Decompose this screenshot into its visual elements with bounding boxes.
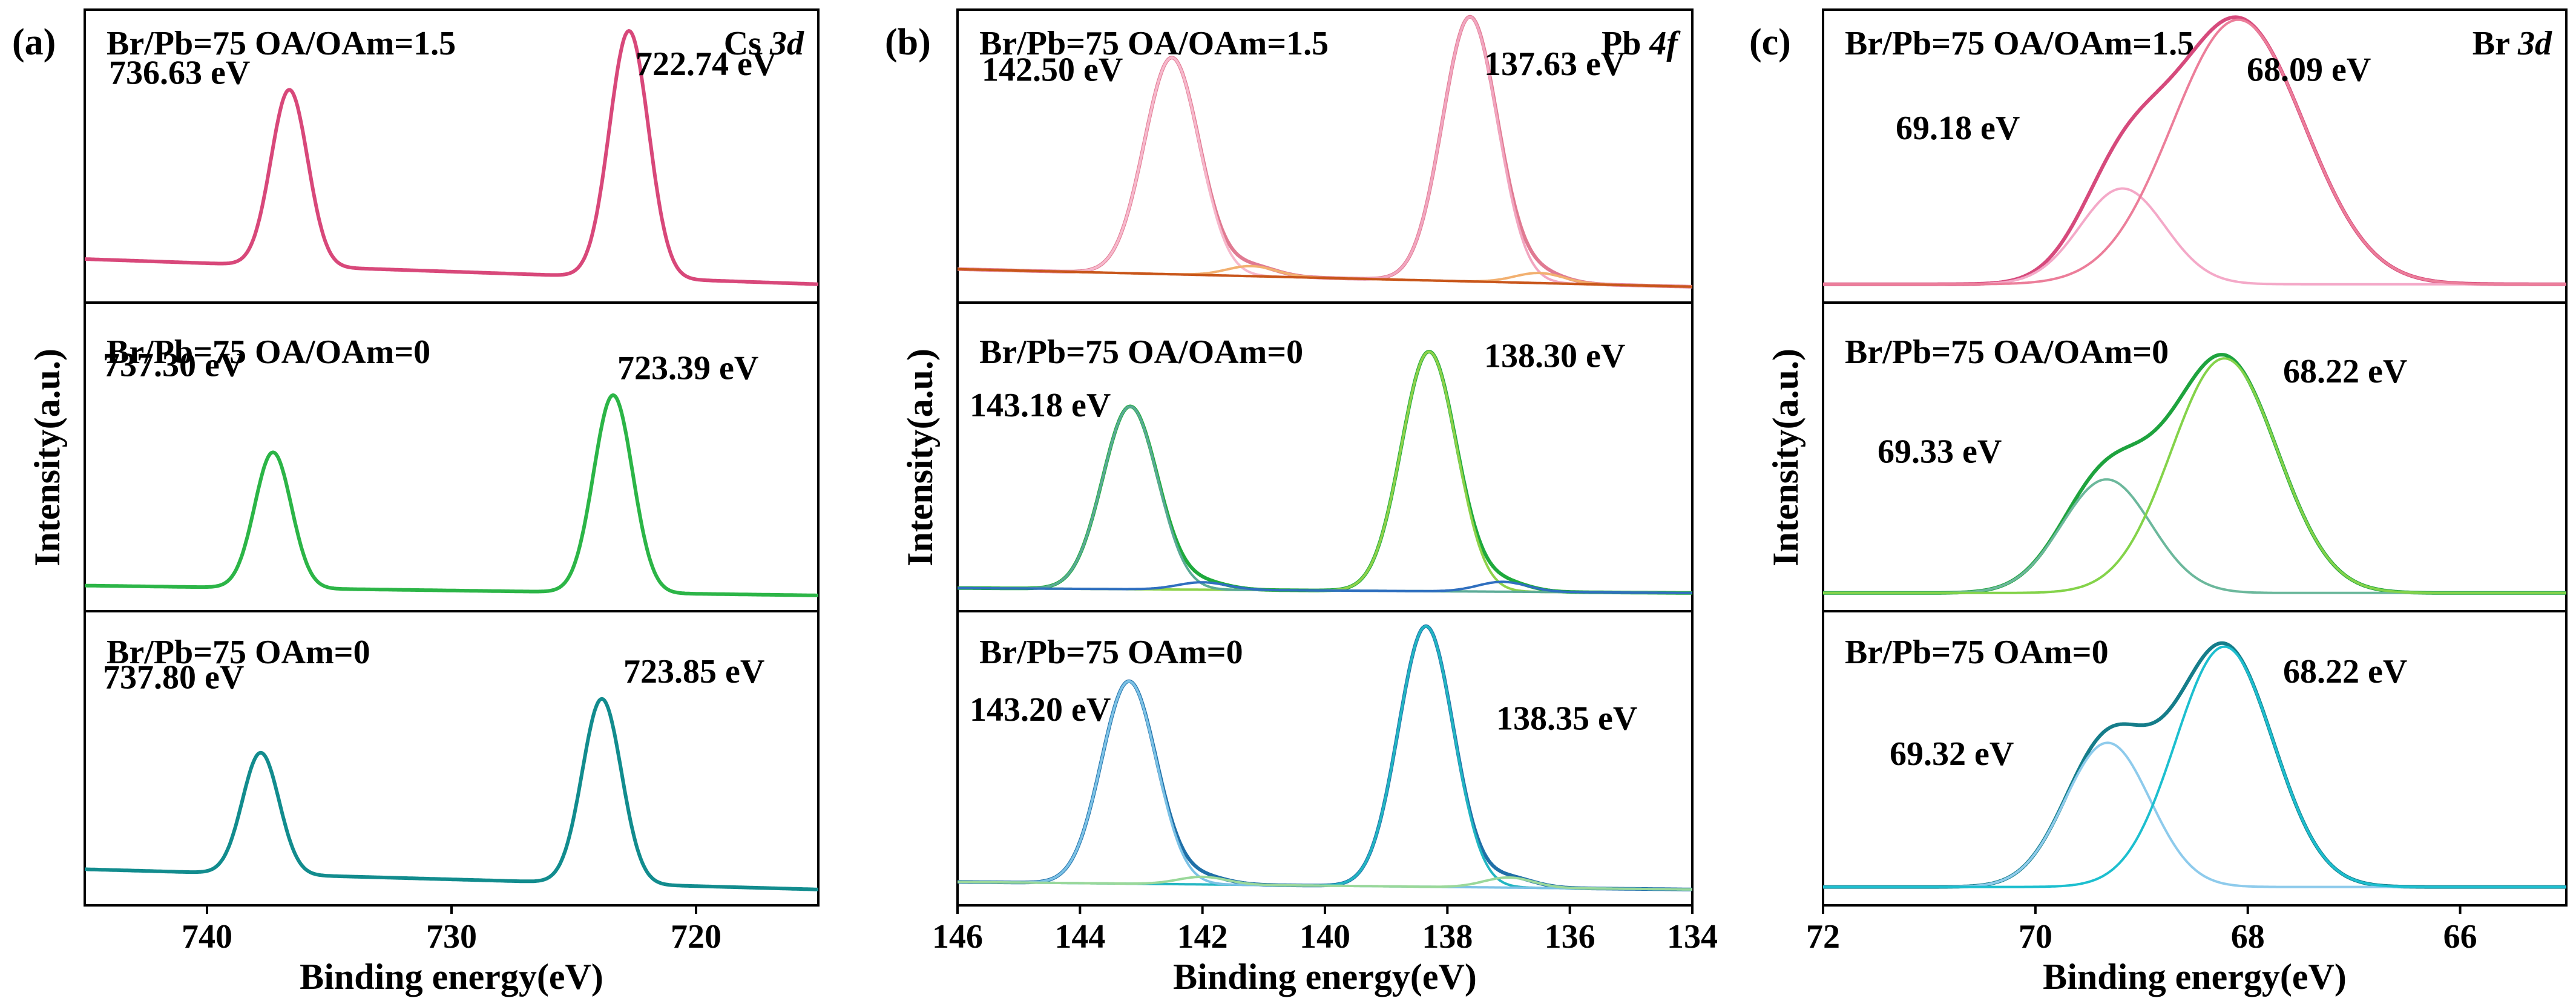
peak-label: 69.18 eV — [1896, 110, 2020, 147]
row-title: Br/Pb=75 OA/OAm=1.5 — [107, 25, 456, 62]
core-level-label: Br 3d — [2472, 25, 2552, 62]
row-title: Br/Pb=75 OA/OAm=0 — [107, 333, 430, 371]
row-title: Br/Pb=75 OA/OAm=1.5 — [979, 25, 1329, 62]
peak-label: 69.33 eV — [1878, 433, 2002, 470]
panel-label: (b) — [885, 22, 931, 63]
row-title: Br/Pb=75 OA/OAm=0 — [1845, 333, 2169, 371]
peak-label: 138.35 eV — [1496, 700, 1637, 738]
row-3: Br/Pb=75 OAm=0 143.20 eV 138.35 eV — [957, 624, 1693, 891]
peak-label: 737.80 eV — [103, 658, 244, 696]
x-tick-label: 730 — [426, 918, 477, 956]
y-axis-label: Intensity(a.u.) — [900, 349, 940, 566]
row-3: Br/Pb=75 OAm=0 69.32 eV 68.22 eV — [1822, 634, 2567, 889]
row-title: Br/Pb=75 OAm=0 — [979, 634, 1243, 671]
peak-label: 138.30 eV — [1484, 337, 1625, 375]
peak-label: 69.32 eV — [1890, 735, 2014, 773]
peak-label: 142.50 eV — [982, 51, 1123, 88]
peak-label: 723.39 eV — [617, 350, 758, 387]
x-axis-label: Binding energy(eV) — [2043, 957, 2347, 997]
peak-label: 68.09 eV — [2247, 51, 2371, 88]
panel-label: (a) — [12, 22, 56, 63]
peak-label: 736.63 eV — [109, 54, 250, 91]
peak-label: 143.20 eV — [970, 691, 1111, 729]
row-title: Br/Pb=75 OAm=0 — [107, 634, 370, 671]
series-br-3d5-2-component — [1823, 645, 2566, 888]
row-1: Br/Pb=75 OA/OAm=1.5 69.18 eV 68.09 eV — [1822, 15, 2567, 286]
peak-label: 68.22 eV — [2283, 653, 2407, 690]
x-tick-label: 72 — [1806, 918, 1840, 956]
x-tick-label: 136 — [1545, 918, 1595, 956]
series-minor-component — [958, 875, 1692, 891]
peak-label: 722.74 eV — [636, 45, 777, 83]
core-level-element: Pb — [1602, 25, 1641, 62]
x-axis-label: Binding energy(eV) — [1173, 957, 1477, 997]
core-level-orbital: 3d — [769, 25, 804, 62]
peak-label: 68.22 eV — [2283, 353, 2407, 390]
peak-label: 137.63 eV — [1484, 45, 1625, 83]
series-experimental — [84, 393, 819, 597]
panel-b: (b) Intensity(a.u.) 146 144 142 140 138 136 134 B… — [885, 8, 1718, 997]
panel-frame — [1822, 8, 2568, 907]
x-tick-label: 70 — [2019, 918, 2052, 956]
x-tick-label: 740 — [182, 918, 232, 956]
x-tick-label: 144 — [1054, 918, 1105, 956]
row-title: Br/Pb=75 OA/OAm=0 — [979, 333, 1303, 371]
panel-c: (c) Intensity(a.u.) 72 70 68 66 Binding energy… — [1749, 8, 2568, 997]
y-axis-label: Intensity(a.u.) — [27, 349, 67, 566]
x-tick-label: 142 — [1177, 918, 1228, 956]
x-tick-label: 68 — [2231, 918, 2265, 956]
series-experimental — [84, 29, 819, 286]
series-br-3d5-2-component — [1823, 18, 2566, 286]
core-level-label: Cs 3d — [724, 25, 804, 62]
core-level-element: Br — [2472, 25, 2509, 62]
series-br-3d5-2-component — [1823, 357, 2566, 594]
core-level-label: Pb 4f — [1602, 25, 1681, 62]
x-tick-label: 720 — [671, 918, 721, 956]
row-title: Br/Pb=75 OA/OAm=1.5 — [1845, 25, 2194, 62]
core-level-orbital: 4f — [1649, 25, 1681, 62]
core-level-orbital: 3d — [2517, 25, 2552, 62]
x-tick-label: 134 — [1667, 918, 1718, 956]
panel-a: (a) Intensity(a.u.) 740 730 720 Binding energ… — [12, 8, 820, 997]
series-minor-component — [958, 580, 1692, 594]
peak-label: 723.85 eV — [623, 653, 764, 690]
x-tick-label: 138 — [1422, 918, 1473, 956]
x-axis-label: Binding energy(eV) — [300, 957, 603, 997]
peak-label: 737.30 eV — [103, 347, 244, 384]
row-2: Br/Pb=75 OA/OAm=0 143.18 eV 138.30 eV — [957, 333, 1693, 595]
y-axis-label: Intensity(a.u.) — [1766, 349, 1806, 566]
series-background — [958, 267, 1692, 288]
peak-label: 143.18 eV — [970, 387, 1111, 424]
row-2: Br/Pb=75 OA/OAm=0 69.33 eV 68.22 eV — [1822, 333, 2567, 595]
x-tick-label: 140 — [1300, 918, 1350, 956]
panel-label: (c) — [1749, 22, 1791, 63]
core-level-element: Cs — [724, 25, 761, 62]
row-title: Br/Pb=75 OAm=0 — [1845, 634, 2109, 671]
x-tick-label: 66 — [2443, 918, 2477, 956]
series-experimental — [84, 697, 819, 891]
x-tick-label: 146 — [932, 918, 983, 956]
